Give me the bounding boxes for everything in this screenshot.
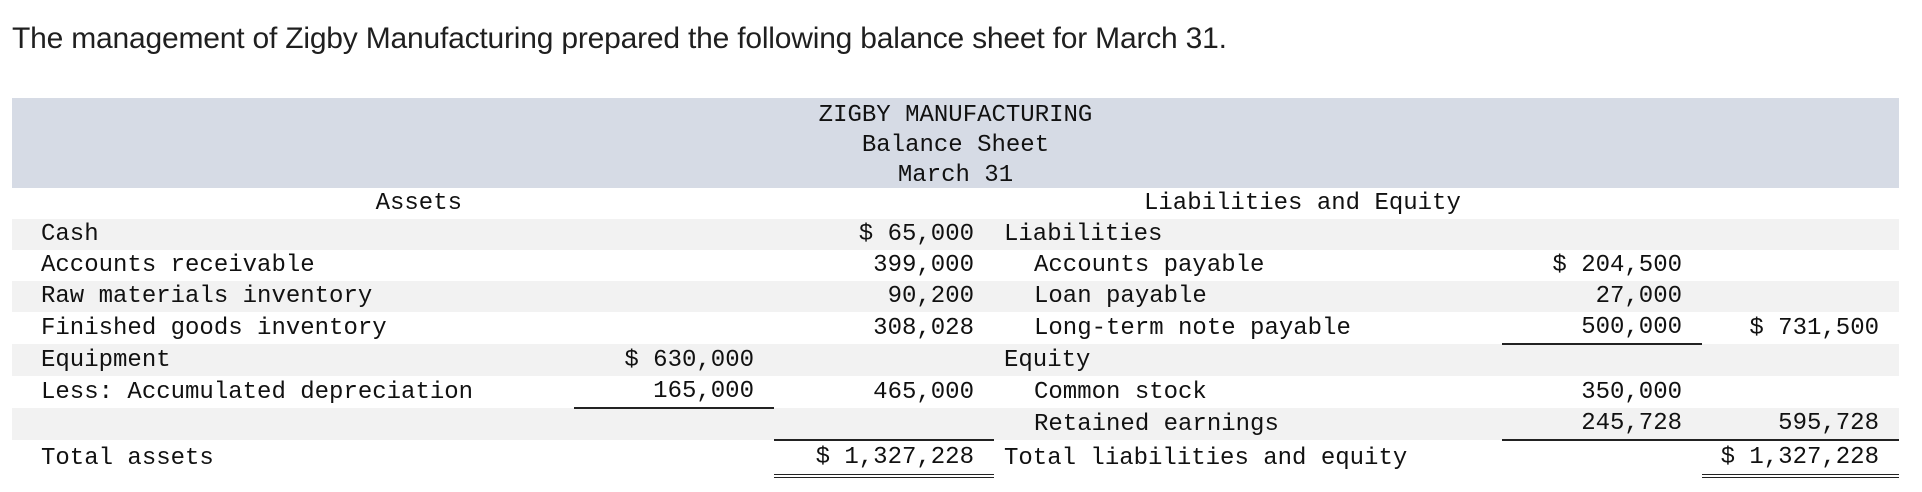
table-row: Cash $ 65,000 Liabilities: [12, 219, 1899, 250]
assets-heading: Assets: [375, 190, 462, 217]
equity-total: 595,728: [1702, 408, 1899, 441]
ar-amount: 399,000: [873, 252, 974, 279]
equity-heading: Equity: [994, 344, 1502, 376]
sheet-header: ZIGBY MANUFACTURING Balance Sheet March …: [12, 98, 1899, 189]
total-assets-amount: $ 1,327,228: [774, 440, 994, 478]
liabilities-heading: Liabilities: [994, 219, 1502, 250]
intro-text: The management of Zigby Manufacturing pr…: [12, 22, 1227, 55]
equipment-label: Equipment: [12, 344, 574, 376]
finished-amount: 308,028: [873, 314, 974, 342]
table-row: Equipment $ 630,000 Equity: [12, 344, 1899, 376]
ap-amount: $ 204,500: [1552, 252, 1683, 279]
equipment-amount: $ 630,000: [574, 344, 774, 376]
raw-amount: 90,200: [774, 281, 994, 312]
finished-label: Finished goods inventory: [41, 314, 387, 342]
table-row: Less: Accumulated depreciation 165,000 4…: [12, 376, 1899, 409]
ap-label: Accounts payable: [1034, 252, 1265, 279]
company-name: ZIGBY MANUFACTURING: [818, 102, 1093, 129]
liabilities-equity-heading: Liabilities and Equity: [1144, 190, 1461, 217]
loan-label: Loan payable: [994, 281, 1502, 312]
loan-amount: 27,000: [1502, 281, 1703, 312]
equipment-net: 465,000: [873, 378, 974, 406]
cash-label: Cash: [12, 219, 574, 250]
raw-label: Raw materials inventory: [12, 281, 574, 312]
liabilities-total: $ 731,500: [1749, 314, 1879, 342]
table-row: Accounts receivable 399,000 Accounts pay…: [12, 250, 1899, 281]
common-label: Common stock: [1034, 378, 1207, 406]
total-assets-label: Total assets: [41, 444, 214, 472]
note-label: Long-term note payable: [1034, 314, 1351, 342]
accum-amount: 165,000: [574, 376, 774, 409]
common-amount: 350,000: [1581, 378, 1683, 406]
total-le-label: Total liabilities and equity: [1004, 444, 1408, 472]
balance-sheet: ZIGBY MANUFACTURING Balance Sheet March …: [12, 98, 1899, 478]
statement-date: March 31: [897, 162, 1014, 189]
ar-label: Accounts receivable: [41, 252, 315, 279]
accum-label: Less: Accumulated depreciation: [41, 378, 474, 406]
table-row: Raw materials inventory 90,200 Loan paya…: [12, 281, 1899, 312]
statement-title: Balance Sheet: [861, 132, 1050, 159]
total-le-amount: $ 1,327,228: [1702, 440, 1899, 478]
table-row: Finished goods inventory 308,028 Long-te…: [12, 312, 1899, 345]
table-row: Total assets $ 1,327,228 Total liabiliti…: [12, 440, 1899, 478]
table-row: Retained earnings 245,728 595,728: [12, 408, 1899, 441]
retained-label: Retained earnings: [994, 408, 1502, 440]
section-header-row: Assets Liabilities and Equity: [12, 188, 1899, 219]
retained-amount: 245,728: [1502, 408, 1703, 441]
balance-table: Assets Liabilities and Equity Cash $ 65,…: [12, 188, 1899, 478]
note-amount: 500,000: [1502, 312, 1703, 345]
cash-amount: $ 65,000: [774, 219, 994, 250]
